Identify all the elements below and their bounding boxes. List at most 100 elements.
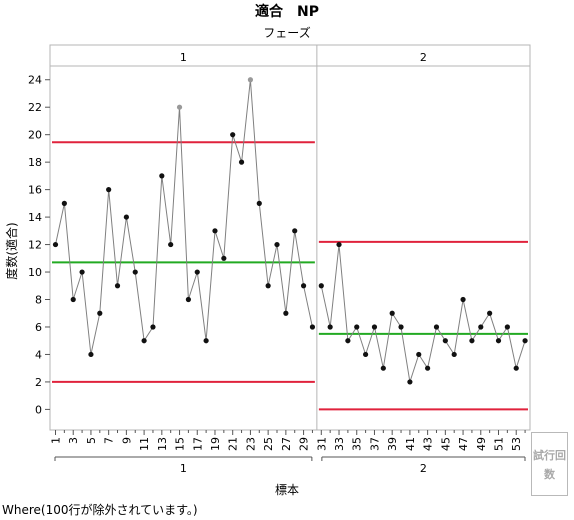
series-line-phase-2: [320, 244, 526, 383]
data-point: [168, 241, 174, 248]
data-point: [52, 241, 59, 248]
data-point: [487, 310, 493, 316]
x-tick-label: 45: [439, 437, 452, 451]
x-tick-label: 5: [85, 437, 98, 444]
data-point: [159, 173, 165, 179]
data-point: [247, 77, 254, 83]
data-point: [380, 365, 386, 371]
x-axis-label: 標本: [275, 483, 299, 497]
data-point: [150, 324, 156, 330]
data-point: [79, 269, 85, 275]
y-tick-label: 22: [28, 101, 42, 114]
data-point: [389, 310, 395, 316]
trial-count-button[interactable]: 試行回数: [531, 432, 568, 496]
y-tick-label: 2: [35, 376, 42, 389]
x-tick-label: 43: [422, 437, 435, 451]
where-note: Where(100行が除外されています。): [2, 503, 198, 517]
x-tick-label: 15: [174, 437, 187, 451]
y-tick-label: 20: [28, 129, 42, 142]
data-point: [398, 324, 404, 330]
x-tick-label: 39: [386, 437, 399, 451]
x-tick-label: 53: [510, 437, 523, 451]
x-tick-label: 7: [103, 437, 116, 444]
x-tick-label: 49: [475, 437, 488, 451]
data-point: [469, 338, 475, 344]
data-point: [371, 324, 378, 330]
x-tick-label: 21: [227, 437, 240, 451]
y-axis-label: 度数(適合): [4, 222, 19, 279]
data-point: [478, 324, 484, 330]
x-tick-label: 23: [244, 437, 257, 451]
x-tick-label: 25: [262, 437, 275, 451]
x-tick-label: 33: [333, 437, 346, 451]
phase-header-band: [49, 44, 531, 67]
x-tick-label: 35: [351, 437, 364, 451]
x-tick-label: 47: [457, 437, 470, 451]
data-point: [106, 187, 112, 193]
data-point: [185, 296, 191, 303]
y-tick-label: 16: [28, 184, 42, 197]
data-point: [451, 351, 457, 358]
data-point: [61, 200, 67, 206]
y-tick-label: 8: [35, 294, 42, 307]
data-point: [292, 228, 298, 234]
data-point: [194, 269, 200, 275]
data-point: [495, 338, 502, 344]
data-point: [230, 132, 236, 138]
x-tick-label: 27: [280, 437, 293, 451]
phase-axis-label-1: 1: [180, 462, 187, 475]
data-point: [345, 338, 351, 344]
data-point: [256, 200, 262, 206]
data-point: [141, 338, 147, 344]
y-tick-label: 12: [28, 239, 42, 252]
phase-axis-label-2: 2: [420, 462, 427, 475]
x-tick-label: 31: [315, 437, 328, 451]
data-point: [363, 351, 369, 358]
x-tick-label: 41: [404, 437, 417, 451]
x-tick-label: 9: [120, 437, 133, 444]
data-point: [433, 324, 440, 330]
x-tick-label: 51: [493, 437, 506, 451]
data-point: [283, 310, 289, 316]
chart-title: 適合 NP: [255, 3, 319, 20]
data-point: [97, 310, 103, 316]
data-point: [522, 338, 528, 344]
phase-header-2: 2: [420, 51, 427, 64]
y-tick-label: 18: [28, 156, 42, 169]
data-point: [123, 214, 129, 220]
x-tick-label: 29: [298, 437, 311, 451]
data-point: [309, 324, 316, 330]
data-point: [221, 255, 227, 261]
data-point: [114, 283, 121, 289]
data-point: [212, 228, 218, 234]
x-tick-label: 13: [156, 437, 169, 451]
data-point: [70, 296, 76, 303]
data-point: [203, 338, 209, 344]
phase-header-label: フェーズ: [263, 25, 310, 40]
data-point: [460, 296, 466, 303]
data-point: [336, 241, 342, 248]
data-point: [504, 324, 510, 330]
y-tick-label: 14: [28, 211, 42, 224]
data-point: [238, 159, 245, 165]
data-point: [300, 283, 307, 289]
y-tick-label: 4: [35, 348, 42, 361]
data-point: [265, 283, 271, 289]
x-tick-label: 3: [67, 437, 80, 444]
data-point: [132, 269, 138, 275]
plot-frame: [49, 65, 531, 431]
data-point: [176, 104, 183, 110]
data-point: [442, 338, 448, 344]
y-tick-label: 10: [28, 266, 42, 279]
data-point: [513, 365, 519, 371]
y-tick-label: 6: [35, 321, 42, 334]
x-tick-label: 11: [138, 437, 151, 451]
data-point: [407, 379, 413, 385]
x-tick-label: 1: [50, 437, 63, 444]
x-tick-label: 37: [368, 437, 381, 451]
x-tick-label: 19: [209, 437, 222, 451]
phase-header-1: 1: [180, 51, 187, 64]
data-point: [318, 283, 324, 289]
data-point: [354, 324, 360, 330]
